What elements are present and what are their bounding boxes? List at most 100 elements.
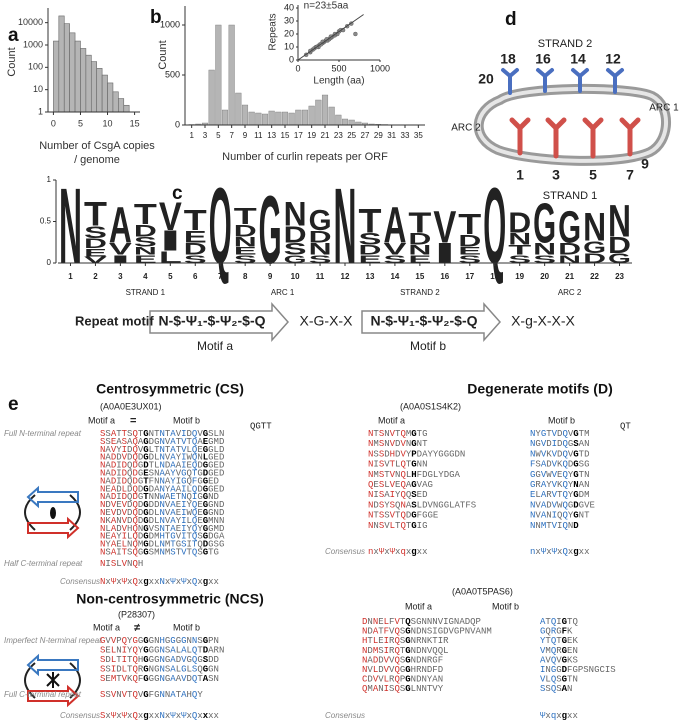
residue: T xyxy=(567,675,573,685)
residue: D xyxy=(176,655,181,665)
residue-number: 20 xyxy=(478,71,494,87)
residue: q xyxy=(551,711,556,721)
residue: N xyxy=(159,674,164,684)
sequence: AVQVGKS xyxy=(540,656,578,666)
residue: x xyxy=(149,577,154,587)
residue: x xyxy=(422,547,427,557)
residue: N xyxy=(159,477,164,487)
residue: G xyxy=(165,674,170,684)
residue: S xyxy=(400,637,405,647)
residue: F xyxy=(438,656,443,666)
residue: T xyxy=(187,532,193,542)
residue: V xyxy=(176,469,182,479)
residue: Q xyxy=(132,508,137,518)
residue: G xyxy=(573,491,578,501)
residue: A xyxy=(116,437,122,447)
residue: T xyxy=(557,491,563,501)
y-tick-label: 1000 xyxy=(160,19,180,29)
residue: N xyxy=(127,559,132,569)
residue: E xyxy=(197,516,202,526)
position-label: 7 xyxy=(218,272,223,281)
residue: G xyxy=(143,690,148,700)
logo-letter: G xyxy=(608,251,631,266)
residue: N xyxy=(384,429,389,439)
logo-letter: G xyxy=(309,205,332,236)
cs-icon xyxy=(24,485,81,540)
residue: T xyxy=(395,511,401,521)
residue: Y xyxy=(535,429,541,439)
residue: R xyxy=(389,675,395,685)
residue: D xyxy=(138,516,143,526)
logo-letter: D xyxy=(458,231,481,250)
residue: A xyxy=(562,685,568,695)
residue: Y xyxy=(406,450,412,460)
residue: R xyxy=(443,637,449,647)
residue: G xyxy=(203,429,208,439)
residue: M xyxy=(367,685,372,695)
residue: A xyxy=(176,461,182,471)
residue: x xyxy=(417,547,422,557)
residue: G xyxy=(203,665,208,675)
bar xyxy=(69,32,76,113)
residue: M xyxy=(541,521,546,531)
residue: G xyxy=(584,460,589,470)
motif-strand2: N-$-Ψ₁-$-Ψ₂-$-Q xyxy=(371,313,478,329)
residue: N xyxy=(149,493,154,503)
residue: N xyxy=(417,440,422,450)
sequence: NKANVDQDGDLNVAYILQEGMNN xyxy=(100,516,224,526)
residue: N xyxy=(460,450,465,460)
residue: I xyxy=(373,491,378,501)
residue: S xyxy=(556,675,561,685)
residue: G xyxy=(187,655,192,665)
residue: L xyxy=(154,540,159,550)
y-tick-label: 100 xyxy=(28,62,43,72)
residue: N xyxy=(100,540,105,550)
residue: D xyxy=(568,460,573,470)
residue: F xyxy=(389,617,394,627)
residue: S xyxy=(100,674,105,684)
residue: T xyxy=(127,655,133,665)
residue: T xyxy=(165,524,171,534)
residue: S xyxy=(105,437,110,447)
residue: N xyxy=(530,521,535,531)
residue: N xyxy=(159,540,164,550)
residue: A xyxy=(170,445,176,455)
x-tick-label: 35 xyxy=(414,131,423,140)
residue: Y xyxy=(187,524,193,534)
residue: N xyxy=(149,665,154,675)
residue: x xyxy=(149,711,154,721)
residue: V xyxy=(389,627,395,637)
residue: L xyxy=(384,480,389,490)
residue: T xyxy=(127,665,133,675)
residue: N xyxy=(545,665,550,675)
residue: A xyxy=(579,480,585,490)
residue: G xyxy=(154,655,159,665)
residue: Y xyxy=(116,532,122,542)
residue: S xyxy=(149,469,154,479)
residue: G xyxy=(143,665,148,675)
bar xyxy=(288,112,295,126)
position-label: 18 xyxy=(490,272,499,281)
residue: Q xyxy=(192,532,197,542)
residue: S xyxy=(610,665,615,675)
sequence: SSVNVTQVGFGNNATAHQY xyxy=(100,690,203,700)
residue: Q xyxy=(362,685,367,695)
residue: G xyxy=(203,500,208,510)
residue: N xyxy=(116,516,121,526)
residue: N xyxy=(159,577,164,587)
residue: R xyxy=(389,646,395,656)
residue: S xyxy=(379,511,384,521)
residue: R xyxy=(389,637,395,647)
residue: D xyxy=(219,453,224,463)
residue: Y xyxy=(427,675,433,685)
residue: Ψ xyxy=(181,577,187,587)
row-label: Full C-terminal repeat xyxy=(4,690,82,699)
residue: P xyxy=(578,665,583,675)
residue: N xyxy=(159,445,164,455)
residue: E xyxy=(176,524,181,534)
logo-letter: S xyxy=(84,223,107,242)
residue: N xyxy=(584,440,589,450)
residue: D xyxy=(105,655,110,665)
residue: D xyxy=(149,540,154,550)
position-label: 19 xyxy=(515,272,524,281)
